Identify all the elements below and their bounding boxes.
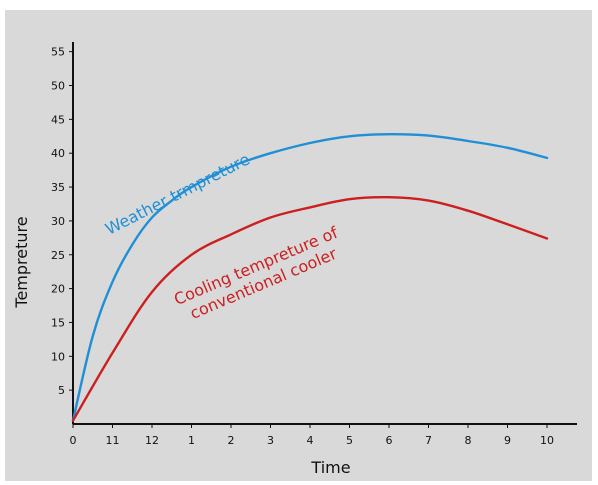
y-tick-label: 40 xyxy=(51,147,65,160)
x-tick-label: 6 xyxy=(386,434,393,447)
x-tick-label: 2 xyxy=(228,434,235,447)
y-tick-label: 35 xyxy=(51,181,65,194)
chart-panel: 5 10 15 20 25 30 35 40 45 50 55 0 11 12 1 2 3 4 5 6 7 8 9 10 W… xyxy=(5,10,592,481)
weather-temperature-line xyxy=(71,132,549,422)
weather-temperature-label: Weather trmpreture xyxy=(102,149,253,238)
y-axis: 5 10 15 20 25 30 35 40 45 50 55 xyxy=(51,42,74,424)
cooler-temperature-label: Cooling tempreture ofconventional cooler xyxy=(171,223,348,327)
x-tick-label: 12 xyxy=(145,434,159,447)
y-tick-label: 5 xyxy=(58,384,65,397)
x-tick-label: 11 xyxy=(106,434,120,447)
x-axis-title: Time xyxy=(310,458,350,477)
y-tick-label: 55 xyxy=(51,46,65,59)
series-group xyxy=(71,132,549,422)
x-tick-label: 10 xyxy=(540,434,554,447)
x-tick-label: 5 xyxy=(346,434,353,447)
y-tick-label: 25 xyxy=(51,249,65,262)
x-tick-label: 3 xyxy=(267,434,274,447)
x-tick-label: 7 xyxy=(425,434,432,447)
x-tick-label: 4 xyxy=(307,434,314,447)
cooler-temperature-line xyxy=(71,195,549,422)
y-tick-label: 30 xyxy=(51,215,65,228)
x-tick-label: 0 xyxy=(70,434,77,447)
y-tick-label: 20 xyxy=(51,283,65,296)
y-tick-label: 45 xyxy=(51,113,65,126)
x-tick-label: 1 xyxy=(188,434,195,447)
y-tick-label: 50 xyxy=(51,80,65,93)
x-tick-label: 9 xyxy=(504,434,511,447)
x-tick-label: 8 xyxy=(465,434,472,447)
y-tick-label: 15 xyxy=(51,316,65,329)
x-axis: 0 11 12 1 2 3 4 5 6 7 8 9 10 xyxy=(70,423,577,447)
y-tick-label: 10 xyxy=(51,350,65,363)
y-axis-title: Tempreture xyxy=(12,216,31,308)
